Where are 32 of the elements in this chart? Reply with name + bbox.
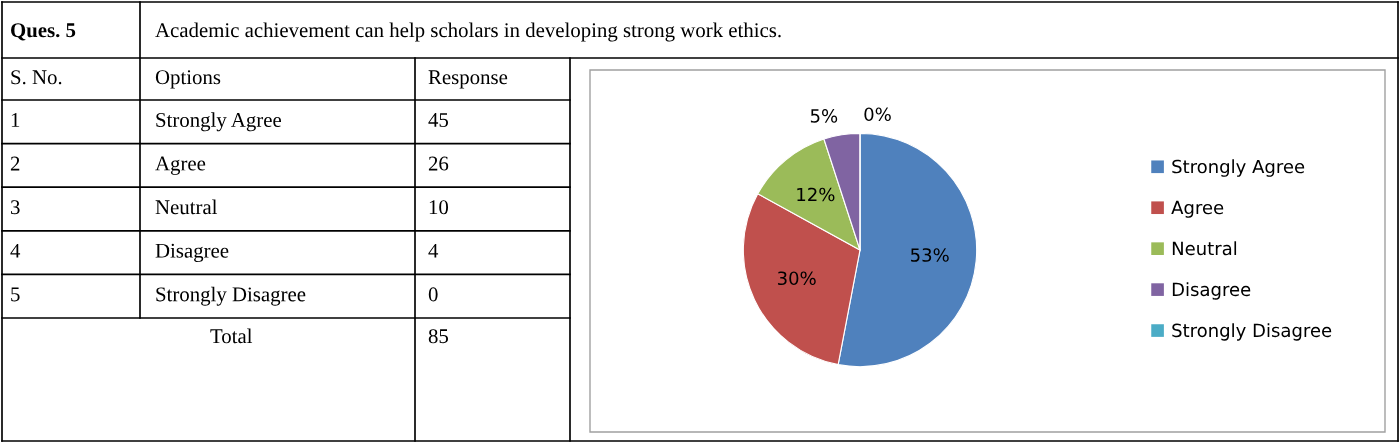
- data-label: 12%: [797, 187, 835, 202]
- text: 0: [428, 287, 438, 302]
- legend-label: Agree: [1171, 200, 1224, 218]
- text: 5: [11, 287, 20, 302]
- category-label: Disagree: [155, 243, 229, 263]
- data-label: 30%: [777, 271, 816, 286]
- data-label: 5%: [810, 109, 838, 123]
- text: Response: [428, 70, 508, 89]
- category-label: Agree: [155, 156, 206, 175]
- category-label: Strongly Disagree: [156, 286, 306, 306]
- text: S. No.: [11, 70, 62, 85]
- text: 1: [11, 113, 20, 127]
- legend-label: Disagree: [1172, 282, 1251, 300]
- text: 3: [11, 200, 20, 215]
- text: 45: [428, 113, 449, 128]
- text: 10: [429, 200, 449, 215]
- text: 85: [428, 329, 449, 344]
- text: Academic achievement can help scholars in developing strong work ethics.: [155, 22, 781, 42]
- text: 4: [428, 243, 439, 258]
- text: Ques. 5: [11, 23, 76, 41]
- data-label: 53%: [911, 248, 949, 262]
- text: Total: [210, 328, 253, 344]
- text: 4: [10, 243, 21, 258]
- legend-label: Strongly Disagree: [1172, 323, 1332, 341]
- category-label: Neutral: [155, 199, 218, 215]
- category-label: Strongly Agree: [156, 112, 281, 132]
- legend-label: Strongly Agree: [1172, 159, 1305, 177]
- legend-label: Neutral: [1172, 241, 1237, 256]
- text: 0%: [864, 107, 891, 122]
- text: 26: [428, 156, 449, 171]
- text: Options: [155, 70, 221, 89]
- text: 2: [10, 156, 20, 171]
